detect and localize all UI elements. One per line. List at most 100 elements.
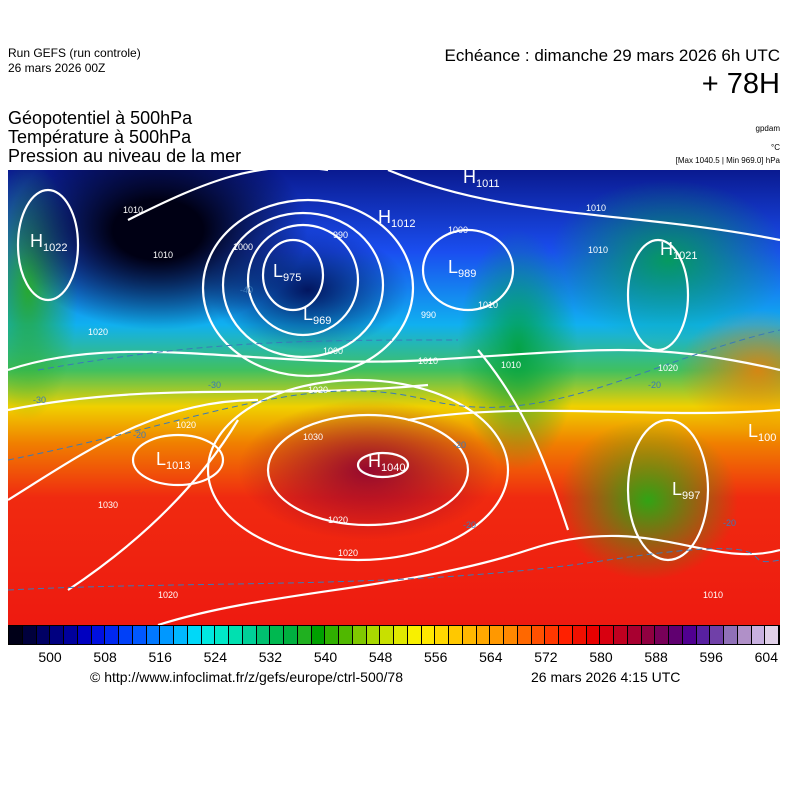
isobar-label: 1020: [88, 327, 109, 337]
isobar-label: 1010: [501, 360, 522, 370]
colorbar-cell: [297, 626, 312, 644]
colorbar-cell: [490, 626, 504, 644]
colorbar-cell: [614, 626, 628, 644]
colorbar-cell: [284, 626, 298, 644]
title-geopotential: Géopotentiel à 500hPa: [8, 108, 193, 128]
colorbar-cell: [504, 626, 518, 644]
colorbar-cell: [517, 626, 532, 644]
pressure-center-high: H1021: [660, 239, 698, 262]
source-url[interactable]: © http://www.infoclimat.fr/z/gefs/europe…: [90, 669, 404, 685]
center-type: L: [303, 304, 314, 324]
center-value: 1013: [166, 460, 191, 472]
colorbar-cell: [229, 626, 243, 644]
center-type: L: [748, 421, 759, 441]
pressure-center-low: L1013: [156, 449, 191, 472]
colorbar-cell: [64, 626, 78, 644]
colorbar-cell: [174, 626, 188, 644]
temperature-label: -40: [240, 285, 254, 295]
colorbar-cell: [545, 626, 559, 644]
isobar-label: 1020: [338, 548, 359, 558]
pressure-center-low: L997: [672, 479, 700, 502]
center-type: H: [368, 451, 381, 471]
colorbar-tick: 556: [424, 649, 448, 665]
temperature-label: -20: [723, 518, 737, 528]
colorbar-cell: [132, 626, 147, 644]
isobar-label: 1020: [658, 363, 679, 373]
isobar-label: 1010: [478, 300, 499, 310]
colorbar-tick: 564: [479, 649, 503, 665]
isobar-label: 990: [333, 230, 349, 240]
colorbar-cell: [641, 626, 656, 644]
colorbar-cell: [476, 626, 491, 644]
title-temperature: Température à 500hPa: [8, 127, 192, 147]
colorbar-cell: [765, 626, 779, 644]
colorbar-cell: [380, 626, 394, 644]
colorbar: [8, 625, 780, 645]
colorbar-cell: [559, 626, 573, 644]
colorbar-cell: [119, 626, 133, 644]
colorbar-tick: 508: [93, 649, 117, 665]
colorbar-cell: [655, 626, 669, 644]
temperature-label: -30: [208, 380, 222, 390]
pressure-center-high: H1040: [368, 451, 405, 474]
colorbar-tick: 588: [644, 649, 668, 665]
center-type: H: [660, 239, 673, 259]
colorbar-cell: [50, 626, 64, 644]
colorbar-cell: [696, 626, 711, 644]
colorbar-tick: 524: [203, 649, 227, 665]
temperature-label: -20: [133, 430, 147, 440]
colorbar-tick: 604: [754, 649, 778, 665]
colorbar-cell: [710, 626, 724, 644]
center-value: 1022: [43, 242, 68, 254]
colorbar-cell: [586, 626, 601, 644]
center-type: H: [378, 207, 391, 227]
center-type: L: [672, 479, 683, 499]
isobar-label: 1010: [586, 203, 607, 213]
colorbar-cell: [187, 626, 202, 644]
colorbar-cell: [627, 626, 642, 644]
center-value: 100: [758, 432, 777, 444]
isobar-label: 1020: [158, 590, 179, 600]
isobar-label: 1000: [233, 242, 254, 252]
center-type: L: [156, 449, 167, 469]
center-type: H: [463, 170, 476, 187]
colorbar-cell: [449, 626, 463, 644]
temperature-lines: [8, 329, 780, 591]
temperature-label: -30: [33, 395, 47, 405]
isobar-label: 1010: [703, 590, 724, 600]
colorbar-cell: [352, 626, 367, 644]
center-type: L: [448, 257, 459, 277]
center-value: 989: [458, 268, 477, 280]
isobar-label: 990: [421, 310, 437, 320]
temperature-label: -20: [648, 380, 662, 390]
colorbar-cell: [215, 626, 229, 644]
colorbar-cell: [77, 626, 92, 644]
isobar-label: 1030: [98, 500, 119, 510]
colorbar-cell: [572, 626, 587, 644]
colorbar-tick: 572: [534, 649, 558, 665]
pressure-center-low: L989: [448, 257, 477, 280]
colorbar-cell: [201, 626, 216, 644]
colorbar-cell: [256, 626, 271, 644]
colorbar-tick: 580: [589, 649, 613, 665]
forecast-valid-time: Echéance : dimanche 29 mars 2026 6h UTC: [444, 46, 780, 65]
colorbar-cell: [600, 626, 614, 644]
run-name: Run GEFS (run controle): [8, 46, 141, 60]
colorbar-cell: [242, 626, 257, 644]
colorbar-cell: [421, 626, 436, 644]
colorbar-cell: [311, 626, 326, 644]
colorbar-cell: [435, 626, 449, 644]
colorbar-cell: [160, 626, 174, 644]
colorbar-cell: [737, 626, 752, 644]
center-value: 1021: [673, 250, 698, 262]
isobar-label: 1000: [448, 225, 469, 235]
center-value: 1012: [391, 218, 416, 230]
center-type: L: [273, 261, 284, 281]
colorbar-cell: [751, 626, 766, 644]
isobar-label: 1010: [588, 245, 609, 255]
center-value: 1011: [476, 178, 500, 190]
colorbar-tick: 500: [38, 649, 62, 665]
center-value: 969: [313, 315, 332, 327]
colorbar-cell: [462, 626, 477, 644]
center-type: H: [30, 231, 43, 251]
